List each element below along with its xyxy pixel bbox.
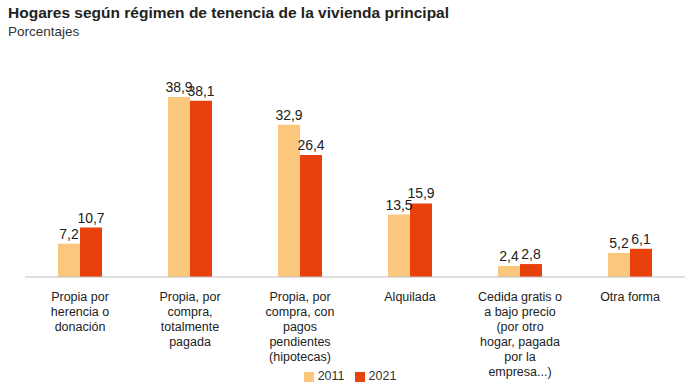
html-text:Hogares según régimen de tenen: Hogares según régimen de tenencia de la … — [8, 4, 449, 21]
svg-text:32,9: 32,9 — [275, 107, 302, 123]
svg-text:2,4: 2,4 — [499, 248, 519, 264]
html-text:Porcentajes: Porcentajes — [8, 24, 80, 39]
svg-text:10,7: 10,7 — [77, 210, 104, 226]
svg-text:2,8: 2,8 — [521, 246, 541, 262]
svg-text:Propia, porcompra,totalmentepa: Propia, porcompra,totalmentepagada — [159, 290, 220, 349]
svg-text:5,2: 5,2 — [609, 235, 629, 251]
svg-text:26,4: 26,4 — [297, 137, 324, 153]
html-text:2011: 2011 — [317, 369, 345, 383]
svg-text:6,1: 6,1 — [631, 231, 651, 247]
svg-text:Cedida gratis oa bajo precio(p: Cedida gratis oa bajo precio(por otrohog… — [478, 290, 562, 379]
svg-text:38,1: 38,1 — [187, 83, 214, 99]
svg-text:Propia porherencia odonación: Propia porherencia odonación — [51, 290, 109, 334]
svg-text:13,5: 13,5 — [385, 196, 413, 213]
svg-text:7,2: 7,2 — [59, 226, 79, 242]
html-text:2021: 2021 — [368, 369, 397, 383]
svg-text:15,9: 15,9 — [407, 185, 434, 201]
svg-text:38,9: 38,9 — [165, 79, 193, 96]
svg-text:Alquilada: Alquilada — [384, 290, 435, 304]
svg-text:Propia, porcompra, conpagospen: Propia, porcompra, conpagospendientes(hi… — [266, 290, 335, 364]
svg-text:Otra forma: Otra forma — [600, 290, 660, 304]
